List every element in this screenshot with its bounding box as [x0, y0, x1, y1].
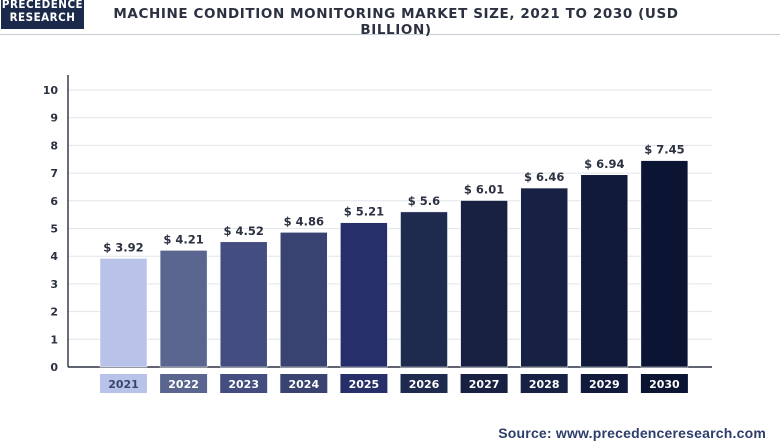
- category-box: [220, 374, 268, 393]
- y-tick-label: 0: [50, 361, 58, 374]
- y-tick-label: 5: [50, 223, 58, 236]
- bar: [520, 187, 568, 368]
- chart-title: MACHINE CONDITION MONITORING MARKET SIZE…: [113, 6, 679, 38]
- bar: [159, 250, 208, 368]
- bar: [280, 232, 328, 368]
- x-tick-label: 2028: [529, 378, 560, 391]
- source-note: Source: www.precedenceresearch.com: [498, 425, 766, 441]
- x-tick-label: 2021: [108, 378, 139, 391]
- bar-value-label: $ 6.46: [524, 170, 564, 184]
- x-tick-label: 2026: [409, 378, 440, 391]
- x-tick-label: 2027: [469, 378, 500, 391]
- category-box: [160, 374, 208, 393]
- bar-value-label: $ 4.52: [224, 224, 264, 238]
- y-tick-label: 9: [50, 112, 58, 125]
- x-tick-label: 2024: [288, 378, 319, 391]
- category-box: [100, 374, 147, 393]
- category-box: [340, 374, 388, 393]
- category-box: [520, 374, 568, 393]
- bar: [340, 222, 388, 368]
- bar: [580, 174, 629, 368]
- bar: [400, 211, 448, 368]
- logo-line-2: RESEARCH: [9, 10, 76, 24]
- x-tick-label: 2022: [168, 378, 199, 391]
- y-tick-label: 10: [43, 84, 59, 97]
- source-label: Source:: [498, 425, 552, 441]
- category-box: [280, 374, 328, 393]
- bar-chart: 0 1 2 3 4 5 6 7 8 9 10 $ 3.92 2021 $ 4.21 2022 $ 4.52 20…: [43, 75, 712, 393]
- logo-line-1: PRECEDENCE: [1, 0, 84, 11]
- bar-value-label: $ 6.01: [464, 183, 504, 197]
- x-tick-label: 2029: [589, 378, 620, 391]
- bar-value-label: $ 5.21: [344, 205, 384, 219]
- bar-value-label: $ 7.45: [644, 143, 684, 157]
- y-tick-label: 7: [50, 167, 58, 180]
- y-tick-label: 8: [50, 139, 58, 152]
- category-box: [580, 374, 628, 393]
- x-tick-label: 2023: [228, 378, 259, 391]
- category-box: [640, 374, 688, 393]
- bar-value-label: $ 4.86: [284, 214, 324, 228]
- chart-header: PRECEDENCE RESEARCH MACHINE CONDITION MO…: [0, 0, 780, 38]
- brand-logo: PRECEDENCE RESEARCH: [0, 0, 85, 30]
- bar-value-label: $ 5.6: [408, 194, 440, 208]
- y-tick-label: 3: [50, 278, 58, 291]
- y-tick-label: 4: [50, 250, 58, 263]
- chart-area: 0 1 2 3 4 5 6 7 8 9 10 $ 3.92 2021 $ 4.21 2022 $ 4.52 20…: [0, 40, 780, 440]
- bar: [99, 258, 148, 368]
- bar: [219, 241, 268, 368]
- y-tick-label: 1: [50, 333, 58, 346]
- bar-value-label: $ 3.92: [103, 240, 143, 254]
- y-tick-label: 6: [50, 195, 58, 208]
- bar-value-label: $ 4.21: [163, 232, 203, 246]
- category-box: [400, 374, 448, 393]
- x-tick-label: 2030: [649, 378, 680, 391]
- source-url: www.precedenceresearch.com: [555, 425, 766, 441]
- bar-value-label: $ 6.94: [584, 157, 624, 171]
- bar: [640, 160, 689, 368]
- y-tick-label: 2: [50, 306, 58, 319]
- bar: [460, 200, 508, 368]
- x-tick-label: 2025: [349, 378, 380, 391]
- category-box: [460, 374, 508, 393]
